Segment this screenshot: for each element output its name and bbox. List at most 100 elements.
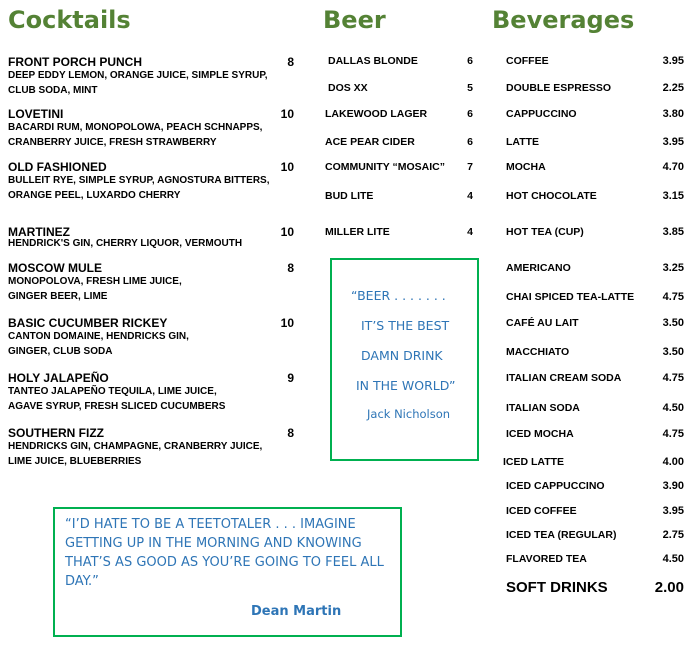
beverage-name: ICED MOCHA xyxy=(506,428,574,440)
cocktail-price: 9 xyxy=(287,371,294,385)
cocktail-price: 8 xyxy=(287,55,294,69)
dean-martin-quote-box: “I’D HATE TO BE A TEETOTALER . . . IMAGI… xyxy=(53,507,402,637)
cocktails-heading: Cocktails xyxy=(8,6,131,34)
beverage-price: 4.00 xyxy=(662,456,684,468)
cocktail-ingredients: BACARDI RUM, MONOPOLOWA, PEACH SCHNAPPS, xyxy=(8,122,263,133)
beverage-price: 3.95 xyxy=(662,55,684,67)
beer-price: 4 xyxy=(467,226,473,238)
beverage-name: HOT TEA (CUP) xyxy=(506,226,584,238)
beverage-name: AMERICANO xyxy=(506,262,571,274)
beverage-price: 3.25 xyxy=(662,262,684,274)
beverage-price: 4.75 xyxy=(662,372,684,384)
beverage-name: DOUBLE ESPRESSO xyxy=(506,82,612,94)
beverages-heading: Beverages xyxy=(492,6,635,34)
beer-name: COMMUNITY “MOSAIC” xyxy=(325,161,445,173)
cocktail-ingredients: GINGER BEER, LIME xyxy=(8,290,108,302)
beverage-price: 2.00 xyxy=(654,579,684,596)
beer-price: 6 xyxy=(467,136,473,148)
beer-price: 7 xyxy=(467,161,473,173)
beverage-price: 3.85 xyxy=(662,226,684,238)
beverage-name: COFFEE xyxy=(506,55,549,67)
cocktail-price: 10 xyxy=(280,160,294,174)
beverage-name: HOT CHOCOLATE xyxy=(506,190,597,202)
cocktail-ingredients: BULLEIT RYE, SIMPLE SYRUP, AGNOSTURA BIT… xyxy=(8,175,270,186)
cocktail-name: BASIC CUCUMBER RICKEY xyxy=(8,316,168,330)
beer-name: MILLER LITE xyxy=(325,226,390,238)
beverage-name: CAPPUCCINO xyxy=(506,108,577,120)
cocktail-ingredients: HENDRICK'S GIN, CHERRY LIQUOR, VERMOUTH xyxy=(8,238,243,249)
cocktail-price: 10 xyxy=(280,316,294,330)
beverage-price: 2.25 xyxy=(662,82,684,94)
beer-price: 5 xyxy=(467,82,473,94)
beverage-name: MOCHA xyxy=(506,161,546,173)
cocktail-ingredients: TANTEO JALAPEÑO TEQUILA, LIME JUICE, xyxy=(8,386,217,397)
quote-line: DAMN DRINK xyxy=(361,348,443,363)
quote-author: Jack Nicholson xyxy=(367,407,451,421)
quote-line: GETTING UP IN THE MORNING AND KNOWING xyxy=(65,536,362,551)
cocktail-price: 8 xyxy=(287,261,294,275)
cocktail-ingredients: AGAVE SYRUP, FRESH SLICED CUCUMBERS xyxy=(8,400,226,412)
beverage-price: 4.50 xyxy=(662,402,684,414)
cocktail-name: OLD FASHIONED xyxy=(8,160,107,174)
quote-line: IN THE WORLD” xyxy=(356,378,456,393)
cocktail-ingredients: CLUB SODA, MINT xyxy=(8,85,98,96)
beer-heading: Beer xyxy=(323,6,386,34)
cocktail-ingredients: MONOPOLOVA, FRESH LIME JUICE, xyxy=(8,276,182,287)
quote-line: IT’S THE BEST xyxy=(361,318,450,333)
beverage-name: CHAI SPICED TEA-LATTE xyxy=(506,291,635,303)
beverage-price: 3.80 xyxy=(662,108,684,120)
beverage-name: SOFT DRINKS xyxy=(506,579,608,596)
cocktail-ingredients: HENDRICKS GIN, CHAMPAGNE, CRANBERRY JUIC… xyxy=(8,441,263,452)
cocktail-name: LOVETINI xyxy=(8,107,64,121)
beverage-name: ITALIAN CREAM SODA xyxy=(506,372,622,384)
beer-price: 6 xyxy=(467,55,473,67)
beer-price: 6 xyxy=(467,108,473,120)
beer-name: BUD LITE xyxy=(325,190,374,202)
beer-price: 4 xyxy=(467,190,473,202)
beverage-price: 3.95 xyxy=(662,505,684,517)
cocktail-ingredients: CANTON DOMAINE, HENDRICKS GIN, xyxy=(8,331,189,342)
beverage-price: 3.15 xyxy=(662,190,684,202)
cocktail-price: 8 xyxy=(287,426,294,440)
cocktail-ingredients: DEEP EDDY LEMON, ORANGE JUICE, SIMPLE SY… xyxy=(8,70,268,81)
beverage-price: 4.70 xyxy=(662,161,684,173)
cocktail-name: HOLY JALAPEÑO xyxy=(8,371,109,385)
cocktail-name: SOUTHERN FIZZ xyxy=(8,426,104,440)
beverage-name: ICED CAPPUCCINO xyxy=(506,480,605,492)
cocktail-ingredients: CRANBERRY JUICE, FRESH STRAWBERRY xyxy=(8,137,217,148)
beverage-price: 3.50 xyxy=(662,346,684,358)
beverage-price: 3.95 xyxy=(662,136,684,148)
beverage-price: 4.50 xyxy=(662,553,684,565)
quote-line: DAY.” xyxy=(65,574,99,589)
beverage-name: FLAVORED TEA xyxy=(506,553,587,565)
beverage-name: LATTE xyxy=(506,136,540,148)
quote-line: “I’D HATE TO BE A TEETOTALER . . . IMAGI… xyxy=(65,517,356,532)
cocktail-ingredients: GINGER, CLUB SODA xyxy=(8,345,113,357)
beer-name: LAKEWOOD LAGER xyxy=(325,108,428,120)
quote-line: THAT’S AS GOOD AS YOU’RE GOING TO FEEL A… xyxy=(65,555,384,570)
beverage-name: ICED LATTE xyxy=(503,456,565,468)
beverage-price: 4.75 xyxy=(662,428,684,440)
beer-quote-box: “BEER . . . . . . . IT’S THE BEST DAMN D… xyxy=(330,258,479,461)
beer-name: DALLAS BLONDE xyxy=(328,55,418,67)
beverage-name: MACCHIATO xyxy=(506,346,570,358)
beverage-price: 4.75 xyxy=(662,291,684,303)
beverage-name: ICED COFFEE xyxy=(506,505,577,517)
beverage-name: ICED TEA (REGULAR) xyxy=(506,529,617,541)
beverage-price: 2.75 xyxy=(662,529,684,541)
beer-name: DOS XX xyxy=(328,82,368,94)
beer-name: ACE PEAR CIDER xyxy=(325,136,415,148)
cocktail-price: 10 xyxy=(280,107,294,121)
cocktail-ingredients: ORANGE PEEL, LUXARDO CHERRY xyxy=(8,190,181,201)
beverage-price: 3.50 xyxy=(662,317,684,329)
cocktail-name: MOSCOW MULE xyxy=(8,261,102,275)
quote-author: Dean Martin xyxy=(251,604,342,619)
cocktail-price: 10 xyxy=(280,225,294,239)
quote-line: “BEER . . . . . . . xyxy=(351,288,446,303)
beverage-name: CAFÉ AU LAIT xyxy=(506,317,579,329)
cocktail-name: MARTINEZ xyxy=(8,225,70,239)
cocktail-ingredients: LIME JUICE, BLUEBERRIES xyxy=(8,455,142,467)
beverage-name: ITALIAN SODA xyxy=(506,402,580,414)
cocktail-name: FRONT PORCH PUNCH xyxy=(8,55,142,69)
